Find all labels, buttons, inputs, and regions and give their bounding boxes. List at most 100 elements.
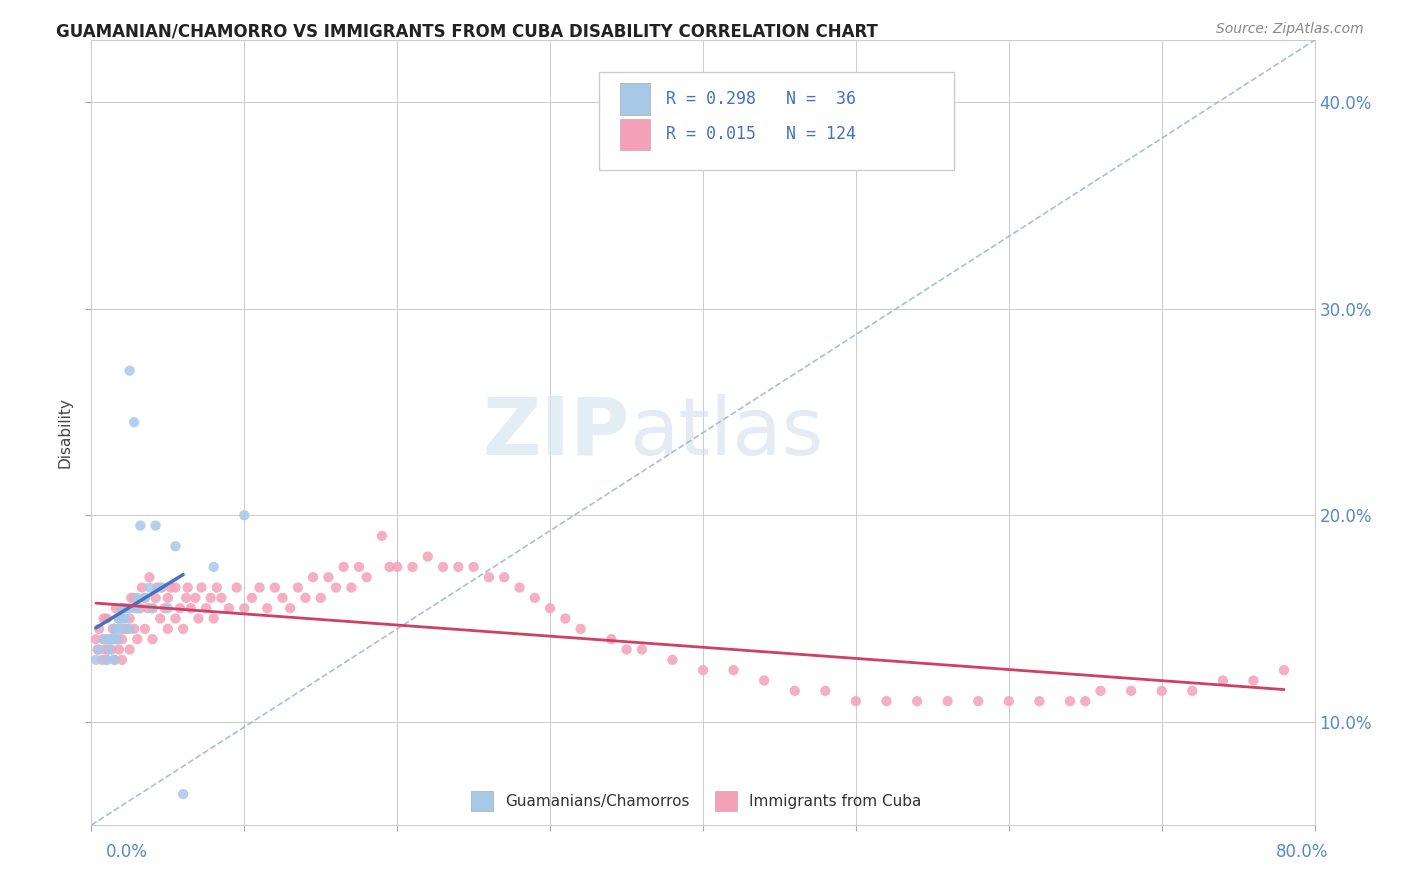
Point (754, 673, 776, 688)
Point (108, 642, 131, 657)
Point (165, 611, 187, 625)
Point (209, 591, 232, 605)
Point (378, 560, 401, 574)
Point (416, 549, 439, 564)
Point (103, 653, 125, 667)
Point (187, 611, 209, 625)
Text: 80.0%: 80.0% (1277, 843, 1329, 861)
Point (401, 560, 423, 574)
Point (108, 611, 131, 625)
Point (93, 611, 115, 625)
Point (103, 622, 125, 636)
Point (432, 560, 454, 574)
Point (347, 560, 370, 574)
Point (86, 642, 108, 657)
Point (233, 508, 256, 523)
Point (141, 601, 163, 615)
Point (93, 632, 115, 647)
Text: R = 0.298   N =  36: R = 0.298 N = 36 (666, 90, 856, 108)
Point (145, 518, 167, 533)
Point (554, 611, 576, 625)
Point (98, 632, 121, 647)
FancyBboxPatch shape (599, 71, 953, 169)
Point (340, 581, 363, 595)
Point (478, 570, 501, 584)
Point (111, 622, 134, 636)
Point (111, 653, 134, 667)
Point (287, 581, 309, 595)
Point (114, 611, 136, 625)
Point (111, 632, 134, 647)
Point (205, 581, 228, 595)
Point (118, 601, 141, 615)
Point (271, 591, 294, 605)
Point (84, 653, 107, 667)
Point (174, 591, 197, 605)
Point (936, 694, 959, 708)
Text: atlas: atlas (630, 393, 824, 472)
Point (967, 694, 990, 708)
Point (184, 591, 207, 605)
Text: Guamanians/Chamorros: Guamanians/Chamorros (505, 794, 689, 809)
FancyBboxPatch shape (620, 83, 651, 115)
Point (875, 694, 898, 708)
Point (1243, 673, 1265, 688)
Point (165, 539, 187, 553)
Y-axis label: Disability: Disability (58, 397, 73, 468)
Point (1074, 694, 1097, 708)
Point (100, 632, 122, 647)
Point (101, 622, 124, 636)
Point (200, 591, 222, 605)
Point (202, 560, 225, 574)
Point (146, 581, 169, 595)
Point (302, 570, 325, 584)
Point (332, 560, 354, 574)
Point (105, 632, 128, 647)
Point (783, 683, 806, 698)
Point (195, 601, 218, 615)
Point (149, 581, 172, 595)
Point (97, 642, 120, 657)
Point (141, 601, 163, 615)
Text: Immigrants from Cuba: Immigrants from Cuba (749, 794, 922, 809)
Point (100, 642, 122, 657)
Point (114, 622, 136, 636)
Point (172, 787, 194, 801)
Point (149, 611, 172, 625)
Point (156, 622, 179, 636)
Point (103, 653, 125, 667)
Point (127, 601, 149, 615)
Point (104, 601, 127, 615)
Point (111, 611, 134, 625)
Point (122, 601, 145, 615)
Point (96, 653, 118, 667)
Point (172, 622, 194, 636)
FancyBboxPatch shape (716, 791, 737, 811)
Point (118, 611, 141, 625)
Point (249, 581, 271, 595)
Point (134, 591, 156, 605)
Point (87, 622, 110, 636)
Point (814, 683, 837, 698)
Point (264, 581, 287, 595)
Point (1212, 673, 1234, 688)
Point (309, 591, 332, 605)
Point (225, 581, 247, 595)
Point (325, 581, 347, 595)
Point (156, 601, 179, 615)
Point (356, 570, 378, 584)
Point (108, 622, 131, 636)
Point (91, 653, 114, 667)
Point (103, 622, 125, 636)
Point (114, 601, 136, 615)
FancyBboxPatch shape (620, 119, 651, 150)
Text: R = 0.015   N = 124: R = 0.015 N = 124 (666, 126, 856, 144)
Point (1121, 683, 1143, 698)
Point (131, 581, 153, 595)
Point (165, 581, 187, 595)
Point (153, 601, 176, 615)
Point (1059, 694, 1081, 708)
Point (93, 632, 115, 647)
Point (129, 518, 152, 533)
Point (1090, 683, 1112, 698)
